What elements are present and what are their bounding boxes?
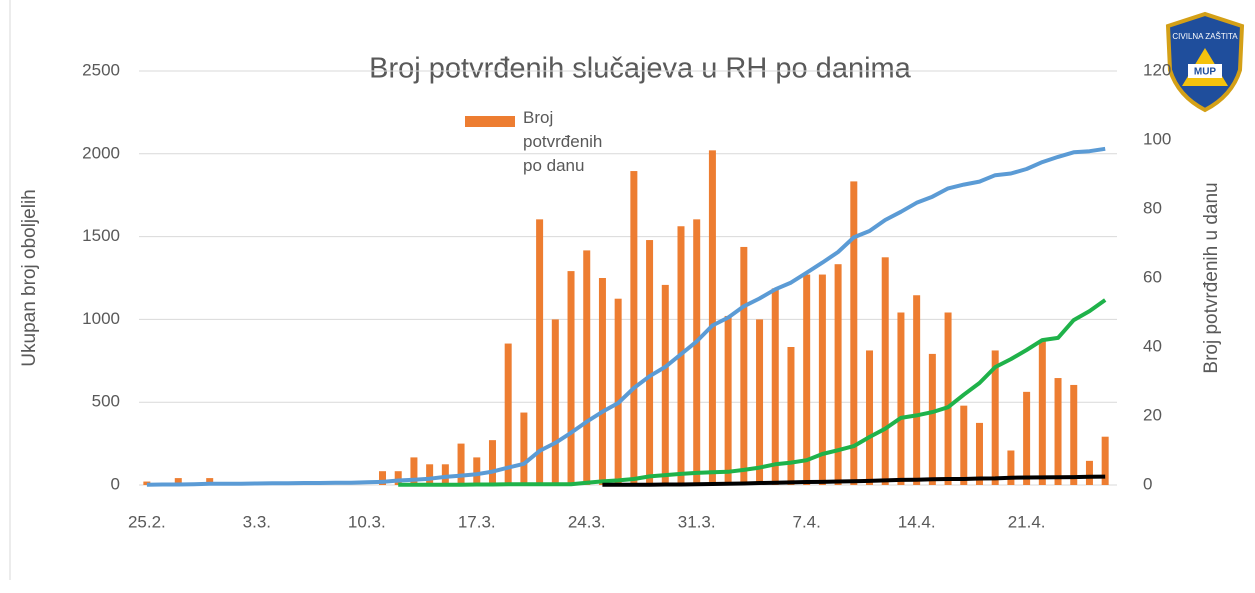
bar bbox=[818, 274, 826, 485]
bar bbox=[913, 295, 921, 485]
bar bbox=[756, 319, 764, 485]
bar bbox=[598, 278, 606, 485]
bar bbox=[1070, 384, 1078, 485]
y-tick-label: 1000 bbox=[82, 309, 120, 328]
y2-tick-label: 20 bbox=[1143, 405, 1162, 424]
bar bbox=[567, 271, 575, 485]
bar bbox=[504, 343, 512, 485]
bar bbox=[740, 246, 748, 485]
y2-tick-label: 40 bbox=[1143, 336, 1162, 355]
bar bbox=[488, 440, 496, 485]
bar bbox=[928, 353, 936, 485]
bar bbox=[394, 471, 402, 485]
bar bbox=[661, 284, 669, 485]
bar bbox=[693, 219, 701, 485]
bar bbox=[724, 315, 732, 485]
bar bbox=[520, 412, 528, 485]
bar bbox=[551, 319, 559, 485]
y-tick-label: 2500 bbox=[82, 60, 120, 79]
bar bbox=[881, 257, 889, 485]
y2-axis-title: Broj potvrđenih u danu bbox=[1201, 182, 1222, 373]
y-tick-label: 2000 bbox=[82, 143, 120, 162]
bar bbox=[583, 250, 591, 485]
bar bbox=[834, 264, 842, 485]
bar bbox=[803, 274, 811, 485]
bar bbox=[975, 422, 983, 485]
bar bbox=[991, 350, 999, 485]
bar bbox=[944, 312, 952, 485]
y2-tick-label: 0 bbox=[1143, 474, 1152, 493]
bar bbox=[1007, 450, 1015, 485]
line bbox=[602, 474, 1106, 487]
bar bbox=[426, 464, 434, 485]
bar bbox=[646, 240, 654, 485]
bar bbox=[457, 443, 465, 485]
bar bbox=[174, 478, 182, 485]
bar bbox=[1085, 460, 1093, 485]
bar bbox=[143, 481, 151, 485]
bar bbox=[771, 288, 779, 485]
bar bbox=[850, 181, 858, 485]
x-tick-label: 17.3. bbox=[458, 512, 496, 531]
bar bbox=[379, 471, 387, 485]
logo-band bbox=[1188, 64, 1222, 78]
bar bbox=[1038, 340, 1046, 485]
bar bbox=[1054, 378, 1062, 485]
y-tick-label: 1500 bbox=[82, 226, 120, 245]
y2-tick-label: 120 bbox=[1143, 60, 1171, 79]
legend-label: Broj potvrđenih po danu bbox=[523, 108, 603, 175]
x-tick-label: 25.2. bbox=[128, 512, 166, 531]
y2-tick-label: 100 bbox=[1143, 129, 1171, 148]
bar bbox=[473, 457, 481, 485]
bar bbox=[960, 405, 968, 485]
bar bbox=[897, 312, 905, 485]
y2-tick-label: 80 bbox=[1143, 198, 1162, 217]
bar bbox=[1023, 391, 1031, 485]
y-axis-title: Ukupan broj oboljelih bbox=[19, 189, 40, 366]
bar bbox=[536, 219, 544, 485]
x-tick-label: 3.3. bbox=[243, 512, 271, 531]
bar bbox=[441, 464, 449, 485]
x-tick-label: 14.4. bbox=[898, 512, 936, 531]
logo-bottom: MUP bbox=[1194, 67, 1217, 78]
x-tick-label: 7.4. bbox=[792, 512, 820, 531]
x-tick-label: 31.3. bbox=[678, 512, 716, 531]
x-tick-label: 24.3. bbox=[568, 512, 606, 531]
logo-top: CIVILNA ZAŠTITA bbox=[1172, 32, 1238, 41]
y-tick-label: 500 bbox=[92, 392, 120, 411]
line bbox=[146, 146, 1106, 487]
bar bbox=[630, 171, 638, 486]
bar bbox=[410, 457, 418, 485]
bar bbox=[708, 150, 716, 485]
line bbox=[398, 298, 1107, 487]
chart-title: Broj potvrđenih slučajeva u RH po danima bbox=[369, 53, 911, 85]
x-tick-label: 21.4. bbox=[1008, 512, 1046, 531]
bar bbox=[1101, 436, 1109, 485]
bar bbox=[614, 298, 622, 485]
y2-tick-label: 60 bbox=[1143, 267, 1162, 286]
y-tick-label: 0 bbox=[111, 474, 120, 493]
bar bbox=[866, 350, 874, 485]
legend-swatch bbox=[465, 116, 515, 127]
bar bbox=[787, 347, 795, 485]
x-tick-label: 10.3. bbox=[348, 512, 386, 531]
bar bbox=[206, 478, 214, 485]
logo: CIVILNA ZAŠTITA MUP bbox=[1165, 11, 1245, 113]
